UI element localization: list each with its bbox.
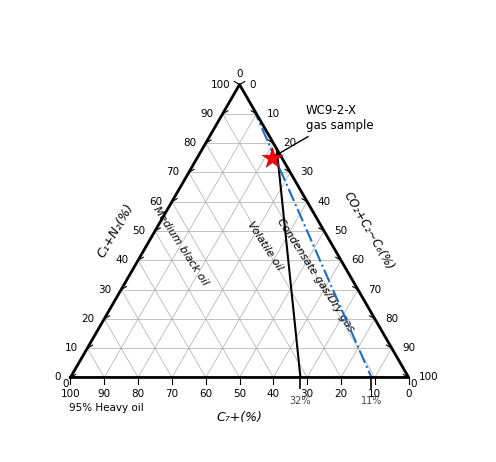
Text: 0: 0 bbox=[62, 379, 69, 389]
Text: 50: 50 bbox=[233, 389, 246, 399]
Text: 70: 70 bbox=[368, 285, 381, 295]
Text: WC9-2-X
gas sample: WC9-2-X gas sample bbox=[275, 104, 373, 156]
Text: 30: 30 bbox=[99, 285, 112, 295]
Text: 60: 60 bbox=[199, 389, 212, 399]
Text: 80: 80 bbox=[131, 389, 145, 399]
Text: Condensate gas/Dry gas: Condensate gas/Dry gas bbox=[275, 216, 356, 334]
Text: 95% Heavy oil: 95% Heavy oil bbox=[69, 403, 143, 413]
Text: Medium black oil: Medium black oil bbox=[151, 204, 210, 287]
Text: 0: 0 bbox=[249, 79, 256, 90]
Text: 30: 30 bbox=[301, 167, 313, 177]
Text: Volatile oil: Volatile oil bbox=[246, 219, 284, 272]
Text: 70: 70 bbox=[166, 167, 180, 177]
Text: 80: 80 bbox=[183, 138, 196, 148]
Text: 10: 10 bbox=[368, 389, 381, 399]
Text: 0: 0 bbox=[236, 69, 243, 79]
Text: CO₂+C₂~C₆(%): CO₂+C₂~C₆(%) bbox=[340, 189, 396, 273]
Text: 30: 30 bbox=[301, 389, 314, 399]
Text: 60: 60 bbox=[351, 255, 364, 265]
Text: 50: 50 bbox=[132, 226, 145, 236]
Text: 90: 90 bbox=[98, 389, 111, 399]
Text: 20: 20 bbox=[334, 389, 348, 399]
Text: 100: 100 bbox=[210, 79, 230, 90]
Point bbox=[268, 154, 276, 161]
Text: 90: 90 bbox=[402, 343, 415, 353]
Text: 40: 40 bbox=[317, 197, 330, 207]
Text: 10: 10 bbox=[65, 343, 78, 353]
Text: 80: 80 bbox=[385, 314, 398, 324]
Text: 20: 20 bbox=[82, 314, 95, 324]
Text: 40: 40 bbox=[267, 389, 280, 399]
Text: 0: 0 bbox=[410, 379, 417, 389]
Text: 10: 10 bbox=[267, 109, 280, 119]
Text: 50: 50 bbox=[334, 226, 347, 236]
Text: C₁+N₂(%): C₁+N₂(%) bbox=[95, 201, 137, 261]
Text: 60: 60 bbox=[149, 197, 162, 207]
Text: 0: 0 bbox=[405, 389, 412, 399]
Text: 90: 90 bbox=[200, 109, 213, 119]
Text: 32%: 32% bbox=[290, 396, 311, 406]
Text: 40: 40 bbox=[116, 255, 128, 265]
Text: 100: 100 bbox=[61, 389, 80, 399]
Text: 11%: 11% bbox=[361, 396, 382, 406]
Text: C₇+(%): C₇+(%) bbox=[217, 411, 262, 424]
Text: 20: 20 bbox=[284, 138, 297, 148]
Text: 0: 0 bbox=[55, 372, 61, 383]
Text: 70: 70 bbox=[165, 389, 179, 399]
Text: 100: 100 bbox=[419, 372, 438, 383]
